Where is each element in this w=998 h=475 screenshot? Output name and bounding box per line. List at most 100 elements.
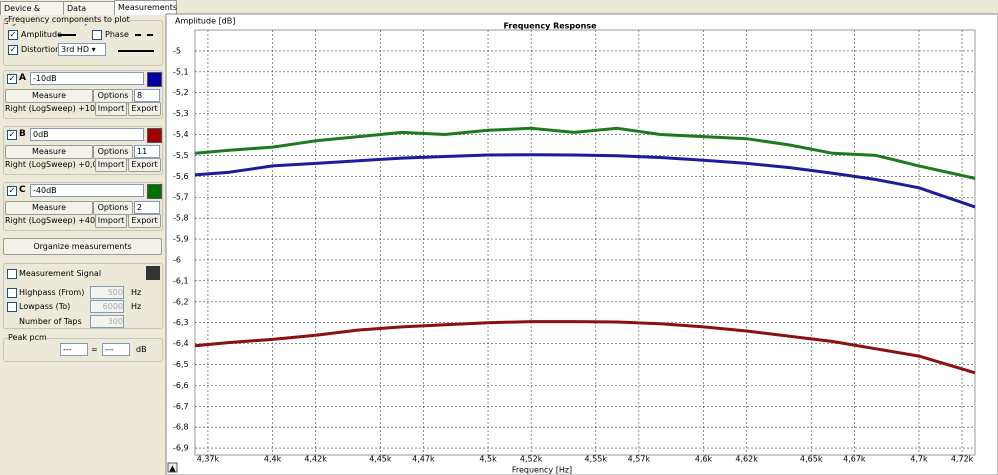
import-button[interactable]: Import [95,214,127,228]
measurement-group [3,126,163,175]
y-tick-label: -5,9 [173,235,189,244]
scroll-arrow: ▲ [169,464,176,473]
dropdown[interactable]: 0dB [30,128,144,141]
spin-input[interactable]: 500 [90,286,124,299]
organize-button[interactable]: Organize measurements [3,238,162,255]
x-tick-label: 4,6k [695,455,713,464]
tab[interactable]: Measurements [114,0,177,15]
chart-title: Frequency Response [503,22,597,31]
signal-group [3,263,163,329]
options-button[interactable]: Options [93,145,133,159]
field-label: Number of Taps [19,317,82,326]
series-line [194,320,976,375]
plot-area [194,29,976,456]
line-style [118,50,154,52]
x-tick-label: 4,7k [910,455,928,464]
scroll-button[interactable] [167,462,178,473]
spin-input[interactable]: 11 [134,145,160,158]
field-label: Highpass (From) [19,288,85,297]
x-tick-label: 4,5k [479,455,497,464]
measurement-letter: A [19,73,26,83]
measure-button[interactable]: Measure [5,145,93,159]
export-button[interactable]: Export [128,158,161,172]
checkbox[interactable] [7,288,17,298]
checkbox[interactable] [7,302,17,312]
x-axis-title: Frequency [Hz] [512,466,572,475]
field-label: Lowpass (To) [19,302,71,311]
y-tick-label: -6 [173,255,181,264]
dropdown[interactable]: 3rd HD ▾ [58,43,106,56]
y-tick-label: -6,3 [173,318,189,327]
measurement-letter: C [19,185,26,195]
y-tick-label: -6,9 [173,444,189,453]
x-tick-label: 4,65k [800,455,823,464]
group-title: Frequency components to plot [8,15,130,24]
y-tick-label: -6,8 [173,423,189,432]
spin-input[interactable]: 300 [90,315,124,328]
y-tick-label: -5,8 [173,214,189,223]
checkbox-label: Phase [105,30,129,39]
measure-button[interactable]: Measure [5,89,93,103]
x-tick-label: 4,55k [585,455,608,464]
dropdown[interactable]: -10dB [30,72,144,85]
group-title: Peak pcm [8,333,47,342]
color-swatch[interactable] [146,266,160,280]
checkbox[interactable]: ✓ [7,130,17,140]
y-tick-label: -6,4 [173,339,189,348]
y-tick-label: -6,7 [173,402,189,411]
line-style [58,34,76,36]
export-button[interactable]: Export [128,102,161,116]
x-tick-label: 4,37k [197,455,220,464]
measurement-group [3,182,163,231]
checkbox[interactable]: ✓ [7,186,17,196]
peak-field: --- [102,343,130,356]
color-swatch[interactable] [147,72,162,87]
y-tick-label: -5,2 [173,88,189,97]
y-tick-label: -5,3 [173,109,189,118]
measurement-info: Right (LogSweep) +40,0dB [5,216,114,225]
line-style [135,34,153,36]
checkbox[interactable]: ✓ [8,45,18,55]
checkbox[interactable]: ✓ [8,30,18,40]
dropdown[interactable]: -40dB [30,184,144,197]
color-swatch[interactable] [147,128,162,143]
y-tick-label: -6,5 [173,360,189,369]
checkbox[interactable]: ✓ [7,74,17,84]
x-tick-label: 4,67k [843,455,866,464]
export-button[interactable]: Export [128,214,161,228]
x-tick-label: 4,42k [304,455,327,464]
y-tick-label: -6,1 [173,276,189,285]
import-button[interactable]: Import [95,102,127,116]
y-tick-label: -5,6 [173,172,189,181]
checkbox-label: Measurement Signal [19,269,102,278]
measurement-info: Right (LogSweep) +10,0dB [5,104,114,113]
color-swatch[interactable] [147,184,162,199]
measurement-group [3,70,163,119]
y-tick-label: -6,6 [173,381,189,390]
dropdown-value: 3rd HD [61,45,90,54]
checkbox-label: Distortion [21,45,61,54]
import-button[interactable]: Import [95,158,127,172]
checkbox[interactable] [92,30,102,40]
unit-label: Hz [131,288,142,297]
spin-input[interactable]: 6000 [90,300,124,313]
series-line [194,126,976,180]
y-tick-label: -5,4 [173,130,189,139]
peak-group [3,338,163,362]
x-tick-label: 4,45k [369,455,392,464]
x-tick-label: 4,52k [520,455,543,464]
x-tick-label: 4,47k [412,455,435,464]
measurement-info: Right (LogSweep) +0,0dB [5,160,109,169]
x-tick-label: 4,62k [735,455,758,464]
y-tick-label: -5 [173,46,181,55]
unit-label: Hz [131,302,142,311]
spin-input[interactable]: 2 [134,201,160,214]
measure-button[interactable]: Measure [5,201,93,215]
series-line [194,153,976,209]
dropdown-value: -10dB [33,74,57,83]
spin-input[interactable]: 8 [134,89,160,102]
dropdown-value: 0dB [33,130,49,139]
checkbox[interactable] [7,269,17,279]
